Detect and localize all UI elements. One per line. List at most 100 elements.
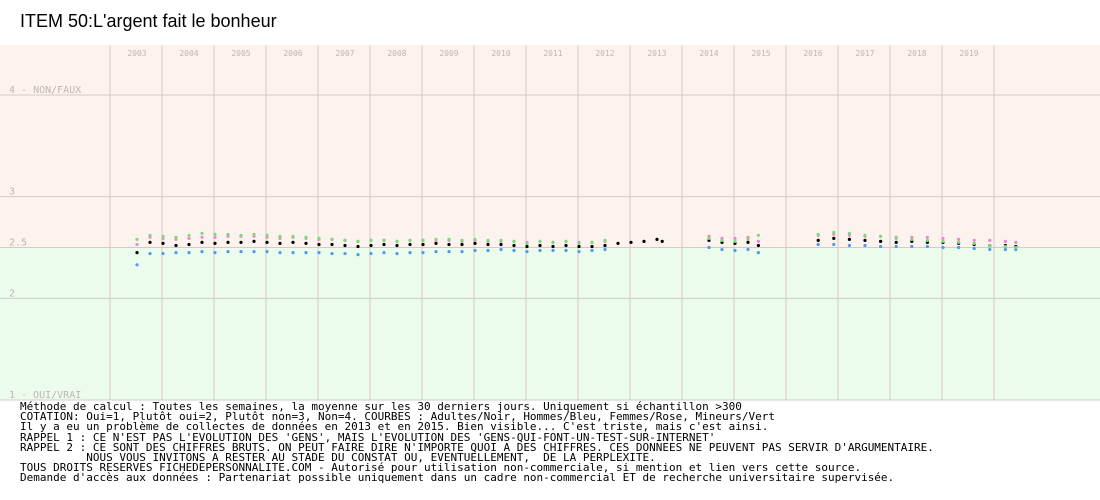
data-point-hommes-bleu xyxy=(525,250,529,254)
data-point-mineurs-vert xyxy=(499,238,503,242)
data-point-adultes-noir xyxy=(603,243,607,248)
data-point-mineurs-vert xyxy=(330,237,334,241)
x-tick-label: 2013 xyxy=(647,49,666,58)
data-point-hommes-bleu xyxy=(421,251,425,255)
data-point-hommes-bleu xyxy=(941,245,945,250)
data-point-mineurs-vert xyxy=(941,239,945,243)
data-point-adultes-noir xyxy=(499,242,503,247)
data-point-mineurs-vert xyxy=(603,238,607,242)
data-point-mineurs-vert xyxy=(512,239,516,243)
y-tick-label: 2.5 xyxy=(9,238,27,249)
data-point-hommes-bleu xyxy=(925,244,930,249)
data-point-mineurs-vert xyxy=(746,237,750,241)
data-point-adultes-noir xyxy=(525,244,529,249)
data-point-adultes-noir xyxy=(655,237,659,241)
note-line-problem: Il y a eu un problème de collectes de do… xyxy=(20,420,769,434)
data-point-adultes-noir xyxy=(382,242,386,247)
data-point-hommes-bleu xyxy=(382,251,386,255)
y-tick-label: 1 - OUI/VRAI xyxy=(9,390,81,401)
data-point-mineurs-vert xyxy=(538,239,542,243)
data-point-adultes-noir xyxy=(847,237,852,241)
data-point-adultes-noir xyxy=(434,241,438,245)
data-point-adultes-noir xyxy=(213,241,217,245)
data-point-adultes-noir xyxy=(460,242,464,247)
data-point-mineurs-vert xyxy=(486,238,490,242)
data-point-mineurs-vert xyxy=(317,236,321,240)
data-point-hommes-bleu xyxy=(408,251,412,255)
note-line-rappel-1: RAPPEL 1 : CE N'EST PAS L'EVOLUTION DES … xyxy=(20,430,716,444)
data-point-adultes-noir xyxy=(343,243,347,248)
x-tick-label: 2012 xyxy=(595,49,614,58)
data-point-hommes-bleu xyxy=(148,252,152,256)
data-point-adultes-noir xyxy=(616,241,620,245)
data-point-mineurs-vert xyxy=(1003,244,1008,249)
data-point-femmes-rose xyxy=(988,238,992,242)
data-point-mineurs-vert xyxy=(551,240,555,244)
data-point-mineurs-vert xyxy=(473,237,477,241)
data-point-hommes-bleu xyxy=(551,248,555,253)
data-point-femmes-rose xyxy=(1014,240,1018,244)
data-point-hommes-bleu xyxy=(863,243,867,248)
data-point-hommes-bleu xyxy=(135,263,139,267)
data-point-mineurs-vert xyxy=(421,238,425,242)
data-point-mineurs-vert xyxy=(369,238,373,242)
data-point-hommes-bleu xyxy=(343,252,347,256)
data-point-mineurs-vert xyxy=(343,238,347,242)
data-point-mineurs-vert xyxy=(577,241,581,245)
data-point-adultes-noir xyxy=(200,240,204,244)
data-point-mineurs-vert xyxy=(972,241,976,245)
x-tick-label: 2007 xyxy=(335,49,354,58)
data-point-mineurs-vert xyxy=(847,231,852,235)
data-point-hommes-bleu xyxy=(460,250,464,254)
data-point-hommes-bleu xyxy=(720,247,724,252)
data-point-adultes-noir xyxy=(816,238,820,242)
data-point-hommes-bleu xyxy=(486,248,490,253)
data-point-adultes-noir xyxy=(317,242,321,247)
data-point-hommes-bleu xyxy=(369,252,373,256)
data-point-adultes-noir xyxy=(356,244,360,249)
x-tick-label: 2011 xyxy=(543,49,562,58)
data-point-mineurs-vert xyxy=(213,232,217,236)
data-point-mineurs-vert xyxy=(1014,245,1018,250)
data-point-adultes-noir xyxy=(512,243,516,248)
data-point-hommes-bleu xyxy=(291,251,295,255)
data-point-mineurs-vert xyxy=(910,237,914,241)
data-point-adultes-noir xyxy=(642,239,646,243)
note-line-cotation: COTATION: Oui=1, Plutôt oui=2, Plutôt no… xyxy=(20,410,775,424)
data-point-femmes-rose xyxy=(187,236,191,240)
data-point-hommes-bleu xyxy=(174,251,178,255)
data-point-adultes-noir xyxy=(291,240,295,244)
data-point-hommes-bleu xyxy=(832,242,836,247)
data-point-adultes-noir xyxy=(832,236,836,240)
x-tick-label: 2009 xyxy=(439,49,458,58)
data-point-hommes-bleu xyxy=(847,243,852,248)
data-point-mineurs-vert xyxy=(226,232,230,236)
data-point-hommes-bleu xyxy=(473,248,477,253)
data-point-mineurs-vert xyxy=(239,233,243,237)
data-point-hommes-bleu xyxy=(879,244,883,249)
data-point-adultes-noir xyxy=(629,240,633,244)
data-point-mineurs-vert xyxy=(460,238,464,242)
data-point-adultes-noir xyxy=(252,239,256,243)
data-point-hommes-bleu xyxy=(564,248,568,253)
background-band-oui xyxy=(0,247,1100,400)
data-point-femmes-rose xyxy=(957,237,961,241)
data-point-hommes-bleu xyxy=(226,250,230,254)
data-point-femmes-rose xyxy=(756,239,761,243)
data-point-hommes-bleu xyxy=(265,250,269,254)
note-line-rappel-2: RAPPEL 2 : CE SONT DES CHIFFRES BRUTS. O… xyxy=(20,440,934,454)
data-point-hommes-bleu xyxy=(972,246,976,251)
x-tick-label: 2016 xyxy=(803,49,822,58)
data-point-adultes-noir xyxy=(473,241,477,245)
y-tick-label: 3 xyxy=(9,187,15,198)
data-point-hommes-bleu xyxy=(213,251,217,255)
data-point-hommes-bleu xyxy=(278,251,282,255)
data-point-mineurs-vert xyxy=(408,238,412,242)
data-point-hommes-bleu xyxy=(187,251,191,255)
data-point-mineurs-vert xyxy=(148,233,152,237)
note-line-rappel-2-cont: NOUS VOUS INVITONS A RESTER AU STADE DU … xyxy=(20,450,656,464)
data-point-femmes-rose xyxy=(972,238,976,242)
x-tick-label: 2017 xyxy=(855,49,874,58)
data-point-mineurs-vert xyxy=(434,237,438,241)
